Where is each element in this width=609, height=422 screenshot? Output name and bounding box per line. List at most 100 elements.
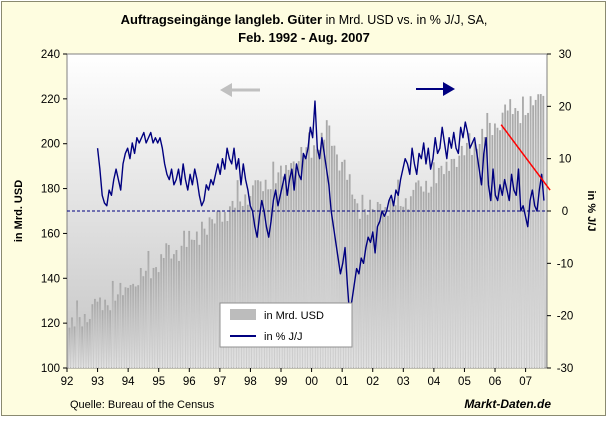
- bar: [412, 189, 415, 368]
- bar: [234, 207, 236, 368]
- bar: [221, 221, 224, 368]
- bar: [501, 112, 504, 368]
- bar: [251, 185, 254, 368]
- bar: [124, 287, 127, 368]
- right-tick-label: 30: [559, 49, 572, 61]
- x-tick-label: 96: [183, 376, 196, 388]
- bar: [394, 205, 397, 368]
- bar: [88, 319, 91, 368]
- bar: [81, 326, 84, 368]
- bar: [76, 300, 78, 368]
- bar: [379, 203, 382, 368]
- bar: [333, 145, 336, 368]
- bar: [323, 139, 326, 368]
- bar: [486, 112, 489, 368]
- bar: [509, 99, 512, 369]
- bar: [415, 182, 417, 368]
- bar: [522, 96, 524, 368]
- bar: [471, 155, 473, 368]
- bar: [369, 199, 371, 368]
- bar: [308, 132, 310, 368]
- bar: [529, 96, 532, 369]
- bar: [325, 120, 328, 368]
- bar: [358, 218, 361, 368]
- left-tick-label: 180: [41, 184, 60, 196]
- bar: [290, 163, 293, 368]
- bar: [208, 217, 211, 368]
- bar: [404, 198, 407, 368]
- right-tick-label: 20: [559, 101, 572, 113]
- bar: [178, 260, 180, 368]
- bar: [188, 230, 191, 368]
- bar: [152, 267, 155, 368]
- x-tick-label: 01: [336, 376, 349, 388]
- x-tick-label: 00: [305, 376, 318, 388]
- bar: [366, 214, 369, 368]
- bar: [241, 205, 244, 368]
- bar: [463, 155, 466, 368]
- bar: [144, 270, 147, 368]
- bar: [511, 114, 514, 368]
- bar: [356, 203, 359, 368]
- brand-label: Markt-Daten.de: [464, 397, 551, 411]
- x-tick-label: 06: [489, 376, 502, 388]
- chart-title: Auftragseingänge langleb. Güter in Mrd. …: [121, 12, 488, 27]
- bar: [450, 159, 453, 368]
- bar: [201, 221, 203, 368]
- legend-swatch-bars: [230, 309, 256, 320]
- bar: [374, 210, 377, 368]
- bar: [422, 191, 425, 368]
- bar: [94, 298, 96, 368]
- bar: [481, 128, 484, 368]
- bar: [453, 158, 456, 368]
- chart-canvas: Auftragseingänge langleb. Güter in Mrd. …: [13, 12, 597, 411]
- bar: [376, 202, 379, 368]
- bar: [381, 211, 384, 368]
- bar: [519, 123, 522, 368]
- bar: [402, 206, 405, 368]
- right-tick-label: -20: [557, 311, 574, 323]
- left-tick-label: 100: [41, 363, 60, 375]
- bar: [458, 155, 461, 368]
- bar: [83, 313, 86, 368]
- bar: [300, 147, 303, 368]
- bar: [218, 210, 221, 368]
- bar: [129, 285, 132, 368]
- bar: [287, 169, 290, 368]
- bar: [223, 211, 226, 368]
- bar: [216, 211, 219, 368]
- bar: [532, 105, 535, 368]
- bar: [249, 196, 252, 368]
- bar: [190, 239, 193, 368]
- bar: [542, 95, 545, 369]
- bar: [147, 250, 150, 368]
- bar: [318, 150, 321, 368]
- bar: [236, 180, 239, 368]
- x-tick-label: 03: [397, 376, 410, 388]
- bar: [514, 108, 517, 368]
- bar: [264, 179, 267, 368]
- bar: [297, 161, 300, 368]
- bar: [226, 220, 229, 368]
- bar: [496, 127, 499, 368]
- bar: [239, 201, 242, 368]
- bar: [172, 254, 175, 368]
- bar: [534, 99, 537, 369]
- bar: [106, 305, 109, 368]
- left-tick-label: 240: [41, 49, 60, 61]
- bar: [162, 257, 165, 368]
- bar: [198, 244, 201, 368]
- bar: [443, 174, 445, 368]
- left-tick-label: 120: [41, 318, 60, 330]
- left-tick-label: 220: [41, 94, 60, 106]
- bar: [78, 317, 81, 368]
- x-tick-label: 02: [366, 376, 379, 388]
- bar: [101, 310, 104, 368]
- bar: [155, 267, 157, 368]
- legend: in Mrd. USD in % J/J: [219, 302, 353, 348]
- x-axis-ticks: 92 93 94 95 96 97 98 99 00 01 02 03 04 05 06 07: [61, 368, 532, 388]
- bar: [392, 200, 394, 368]
- bar: [180, 245, 183, 368]
- bar: [277, 172, 280, 368]
- bar: [279, 165, 282, 368]
